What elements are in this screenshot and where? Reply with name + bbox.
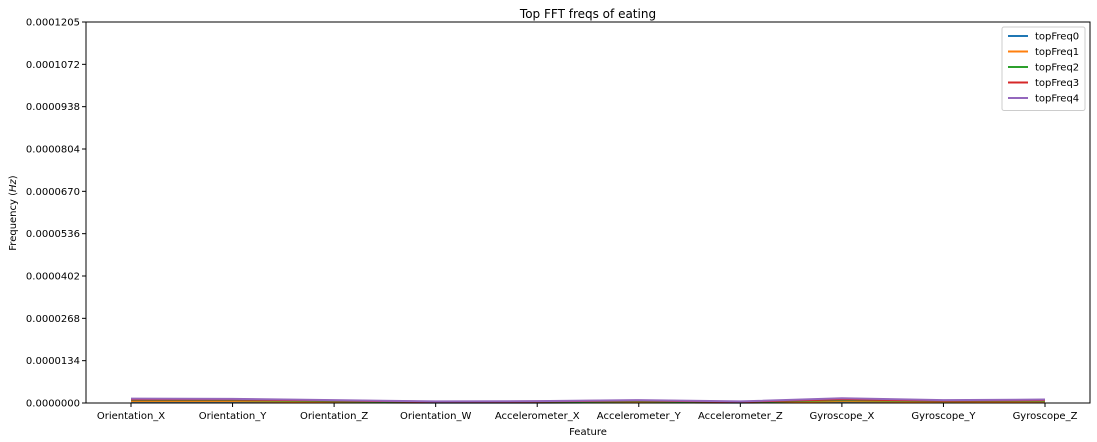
legend-label: topFreq1 xyxy=(1035,47,1079,58)
legend-label: topFreq4 xyxy=(1035,94,1079,105)
y-tick-label: 0.0000268 xyxy=(26,314,80,325)
x-tick-label: Gyroscope_Z xyxy=(1013,411,1078,422)
y-tick-label: 0.0000402 xyxy=(26,272,80,283)
x-axis-label: Feature xyxy=(569,427,607,438)
y-tick-label: 0.0000938 xyxy=(26,102,80,113)
legend-label: topFreq3 xyxy=(1035,78,1079,89)
y-axis-ticks: 0.0000000 0.0000134 0.0000268 0.0000402 0.00… xyxy=(26,18,86,410)
x-tick-label: Accelerometer_X xyxy=(495,411,580,422)
y-tick-label: 0.0001205 xyxy=(26,18,80,29)
x-tick-label: Gyroscope_X xyxy=(809,411,874,422)
x-axis-ticks: Orientation_X Orientation_Y Orientation_Z O… xyxy=(97,403,1078,422)
x-tick-label: Gyroscope_Y xyxy=(911,411,976,422)
x-tick-label: Orientation_Z xyxy=(300,411,368,422)
legend: topFreq0 topFreq1 topFreq2 topFreq3 topFreq4 xyxy=(1001,26,1086,111)
y-tick-label: 0.0001072 xyxy=(26,60,80,71)
x-tick-label: Orientation_Y xyxy=(199,411,267,422)
y-tick-label: 0.0000670 xyxy=(26,187,80,198)
legend-label: topFreq0 xyxy=(1035,32,1079,43)
y-tick-label: 0.0000536 xyxy=(26,229,80,240)
x-tick-label: Orientation_W xyxy=(400,411,471,422)
x-tick-label: Orientation_X xyxy=(97,411,165,422)
y-tick-label: 0.0000134 xyxy=(26,356,80,367)
legend-label: topFreq2 xyxy=(1035,63,1079,74)
series-lines xyxy=(130,397,1046,404)
plot-area-frame xyxy=(85,21,1091,404)
legend-box xyxy=(1001,26,1086,111)
series-line-topFreq4 xyxy=(130,397,1046,403)
x-tick-label: Accelerometer_Y xyxy=(597,411,682,422)
y-axis-label: Frequency (Hz) xyxy=(8,175,19,251)
x-tick-label: Accelerometer_Z xyxy=(698,411,783,422)
y-tick-label: 0.0000000 xyxy=(26,399,80,410)
y-tick-label: 0.0000804 xyxy=(26,145,80,156)
chart-title: Top FFT freqs of eating xyxy=(519,7,656,21)
